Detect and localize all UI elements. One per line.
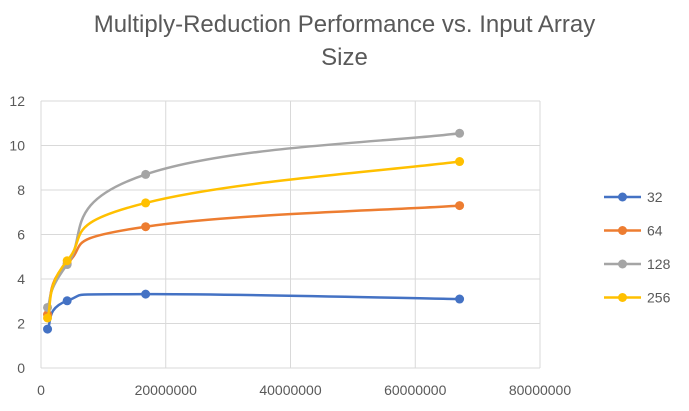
series-128 <box>43 128 465 312</box>
legend-marker-64 <box>618 226 627 235</box>
legend-item-64: 64 <box>604 223 663 239</box>
data-point-256-0 <box>43 313 53 323</box>
gridlines <box>40 100 541 369</box>
series-32 <box>43 289 465 334</box>
x-tick-label-4: 80000000 <box>509 382 572 398</box>
data-point-256-3 <box>455 157 465 167</box>
data-point-128-3 <box>455 128 465 138</box>
series-lines <box>43 128 465 334</box>
data-point-64-3 <box>455 201 465 211</box>
data-point-64-2 <box>141 222 151 232</box>
y-tick-label-4: 8 <box>17 182 25 198</box>
y-tick-label-2: 4 <box>17 271 25 287</box>
legend-item-256: 256 <box>604 290 671 306</box>
x-tick-label-3: 60000000 <box>384 382 447 398</box>
data-point-32-1 <box>62 296 72 306</box>
legend-marker-256 <box>618 293 627 302</box>
legend-label-128: 128 <box>647 256 671 272</box>
y-tick-label-0: 0 <box>17 360 25 376</box>
series-line-32 <box>46 292 461 331</box>
x-axis-ticks: 0 20000000 40000000 60000000 80000000 <box>37 382 571 398</box>
legend-marker-128 <box>618 259 627 269</box>
x-tick-label-2: 40000000 <box>259 382 322 398</box>
y-axis-ticks: 0 2 4 6 8 10 12 <box>9 93 25 376</box>
series-line-128 <box>46 132 461 309</box>
x-tick-label-0: 0 <box>37 382 45 398</box>
series-64 <box>43 201 465 320</box>
y-tick-label-1: 2 <box>17 316 25 332</box>
legend-label-64: 64 <box>647 223 663 239</box>
data-point-32-3 <box>455 294 465 304</box>
legend: 32 64 128 256 <box>604 189 671 306</box>
data-point-32-0 <box>43 324 53 334</box>
y-tick-label-5: 10 <box>9 138 25 154</box>
legend-label-256: 256 <box>647 290 671 306</box>
data-point-32-2 <box>141 289 151 299</box>
legend-item-128: 128 <box>604 256 671 272</box>
chart-title: Multiply-Reduction Performance vs. Input… <box>0 8 689 74</box>
y-tick-label-3: 6 <box>17 227 25 243</box>
legend-item-32: 32 <box>604 189 663 205</box>
x-tick-label-1: 20000000 <box>135 382 198 398</box>
legend-label-32: 32 <box>647 189 663 205</box>
data-point-256-2 <box>141 198 151 208</box>
series-256 <box>43 157 465 323</box>
data-point-256-1 <box>62 256 72 266</box>
chart-title-line-1: Multiply-Reduction Performance vs. Input… <box>93 11 596 38</box>
series-line-256 <box>46 160 461 320</box>
legend-marker-32 <box>618 192 627 202</box>
data-point-128-2 <box>141 169 151 179</box>
y-tick-label-6: 12 <box>9 93 25 109</box>
chart-title-line-2: Size <box>321 44 368 71</box>
